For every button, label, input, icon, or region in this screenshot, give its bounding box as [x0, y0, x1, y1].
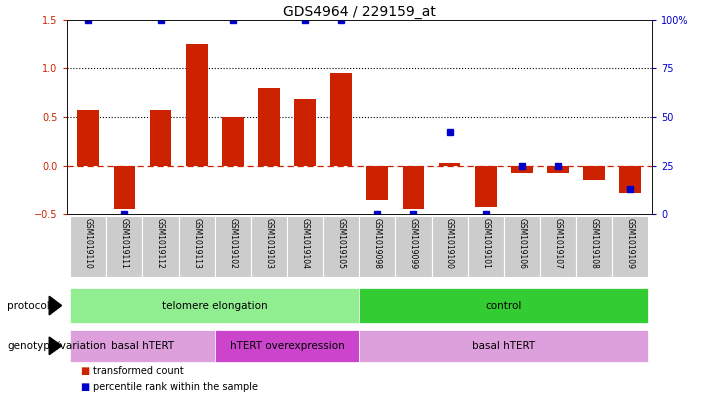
FancyBboxPatch shape — [576, 216, 612, 277]
FancyBboxPatch shape — [179, 216, 215, 277]
Bar — [475, 165, 496, 208]
FancyBboxPatch shape — [107, 216, 142, 277]
FancyBboxPatch shape — [359, 288, 648, 323]
Text: hTERT overexpression: hTERT overexpression — [230, 341, 344, 351]
Bar — [114, 165, 135, 209]
Bar — [258, 88, 280, 165]
Text: GSM1019108: GSM1019108 — [590, 218, 599, 269]
FancyBboxPatch shape — [359, 216, 395, 277]
Text: basal hTERT: basal hTERT — [472, 341, 536, 351]
Title: GDS4964 / 229159_at: GDS4964 / 229159_at — [283, 5, 436, 18]
Text: telomere elongation: telomere elongation — [162, 301, 268, 310]
Text: GSM1019104: GSM1019104 — [301, 218, 310, 269]
FancyBboxPatch shape — [215, 330, 359, 362]
Text: GSM1019112: GSM1019112 — [156, 218, 165, 269]
Text: GSM1019101: GSM1019101 — [481, 218, 490, 269]
FancyBboxPatch shape — [540, 216, 576, 277]
FancyBboxPatch shape — [323, 216, 359, 277]
FancyBboxPatch shape — [359, 330, 648, 362]
Bar — [620, 165, 641, 193]
Text: GSM1019110: GSM1019110 — [84, 218, 93, 269]
Bar — [402, 165, 424, 209]
Text: ■: ■ — [81, 366, 93, 376]
Text: control: control — [486, 301, 522, 310]
Text: protocol: protocol — [7, 301, 50, 310]
FancyBboxPatch shape — [70, 288, 359, 323]
Text: GSM1019105: GSM1019105 — [336, 218, 346, 269]
FancyBboxPatch shape — [142, 216, 179, 277]
Bar — [583, 165, 605, 180]
Bar — [150, 110, 171, 165]
FancyBboxPatch shape — [612, 216, 648, 277]
FancyBboxPatch shape — [251, 216, 287, 277]
Bar — [511, 165, 533, 173]
Text: GSM1019111: GSM1019111 — [120, 218, 129, 269]
Text: GSM1019099: GSM1019099 — [409, 218, 418, 269]
Text: percentile rank within the sample: percentile rank within the sample — [93, 382, 258, 392]
FancyBboxPatch shape — [70, 216, 107, 277]
Text: ■: ■ — [81, 382, 93, 392]
Text: GSM1019107: GSM1019107 — [554, 218, 562, 269]
Bar — [77, 110, 99, 165]
Polygon shape — [49, 337, 62, 354]
Text: GSM1019100: GSM1019100 — [445, 218, 454, 269]
Text: basal hTERT: basal hTERT — [111, 341, 174, 351]
FancyBboxPatch shape — [504, 216, 540, 277]
Bar — [547, 165, 569, 173]
Text: GSM1019106: GSM1019106 — [517, 218, 526, 269]
FancyBboxPatch shape — [70, 330, 215, 362]
Text: genotype/variation: genotype/variation — [7, 341, 106, 351]
Bar — [222, 117, 244, 165]
Bar — [294, 99, 316, 165]
Text: transformed count: transformed count — [93, 366, 184, 376]
Bar — [439, 163, 461, 165]
FancyBboxPatch shape — [468, 216, 504, 277]
Bar — [186, 44, 207, 165]
FancyBboxPatch shape — [432, 216, 468, 277]
Polygon shape — [49, 296, 62, 315]
Text: GSM1019102: GSM1019102 — [229, 218, 238, 269]
FancyBboxPatch shape — [215, 216, 251, 277]
Text: GSM1019103: GSM1019103 — [264, 218, 273, 269]
Bar — [367, 165, 388, 200]
Text: GSM1019109: GSM1019109 — [626, 218, 634, 269]
Text: GSM1019098: GSM1019098 — [373, 218, 382, 269]
FancyBboxPatch shape — [287, 216, 323, 277]
Bar — [330, 73, 352, 165]
Text: GSM1019113: GSM1019113 — [192, 218, 201, 269]
FancyBboxPatch shape — [395, 216, 432, 277]
